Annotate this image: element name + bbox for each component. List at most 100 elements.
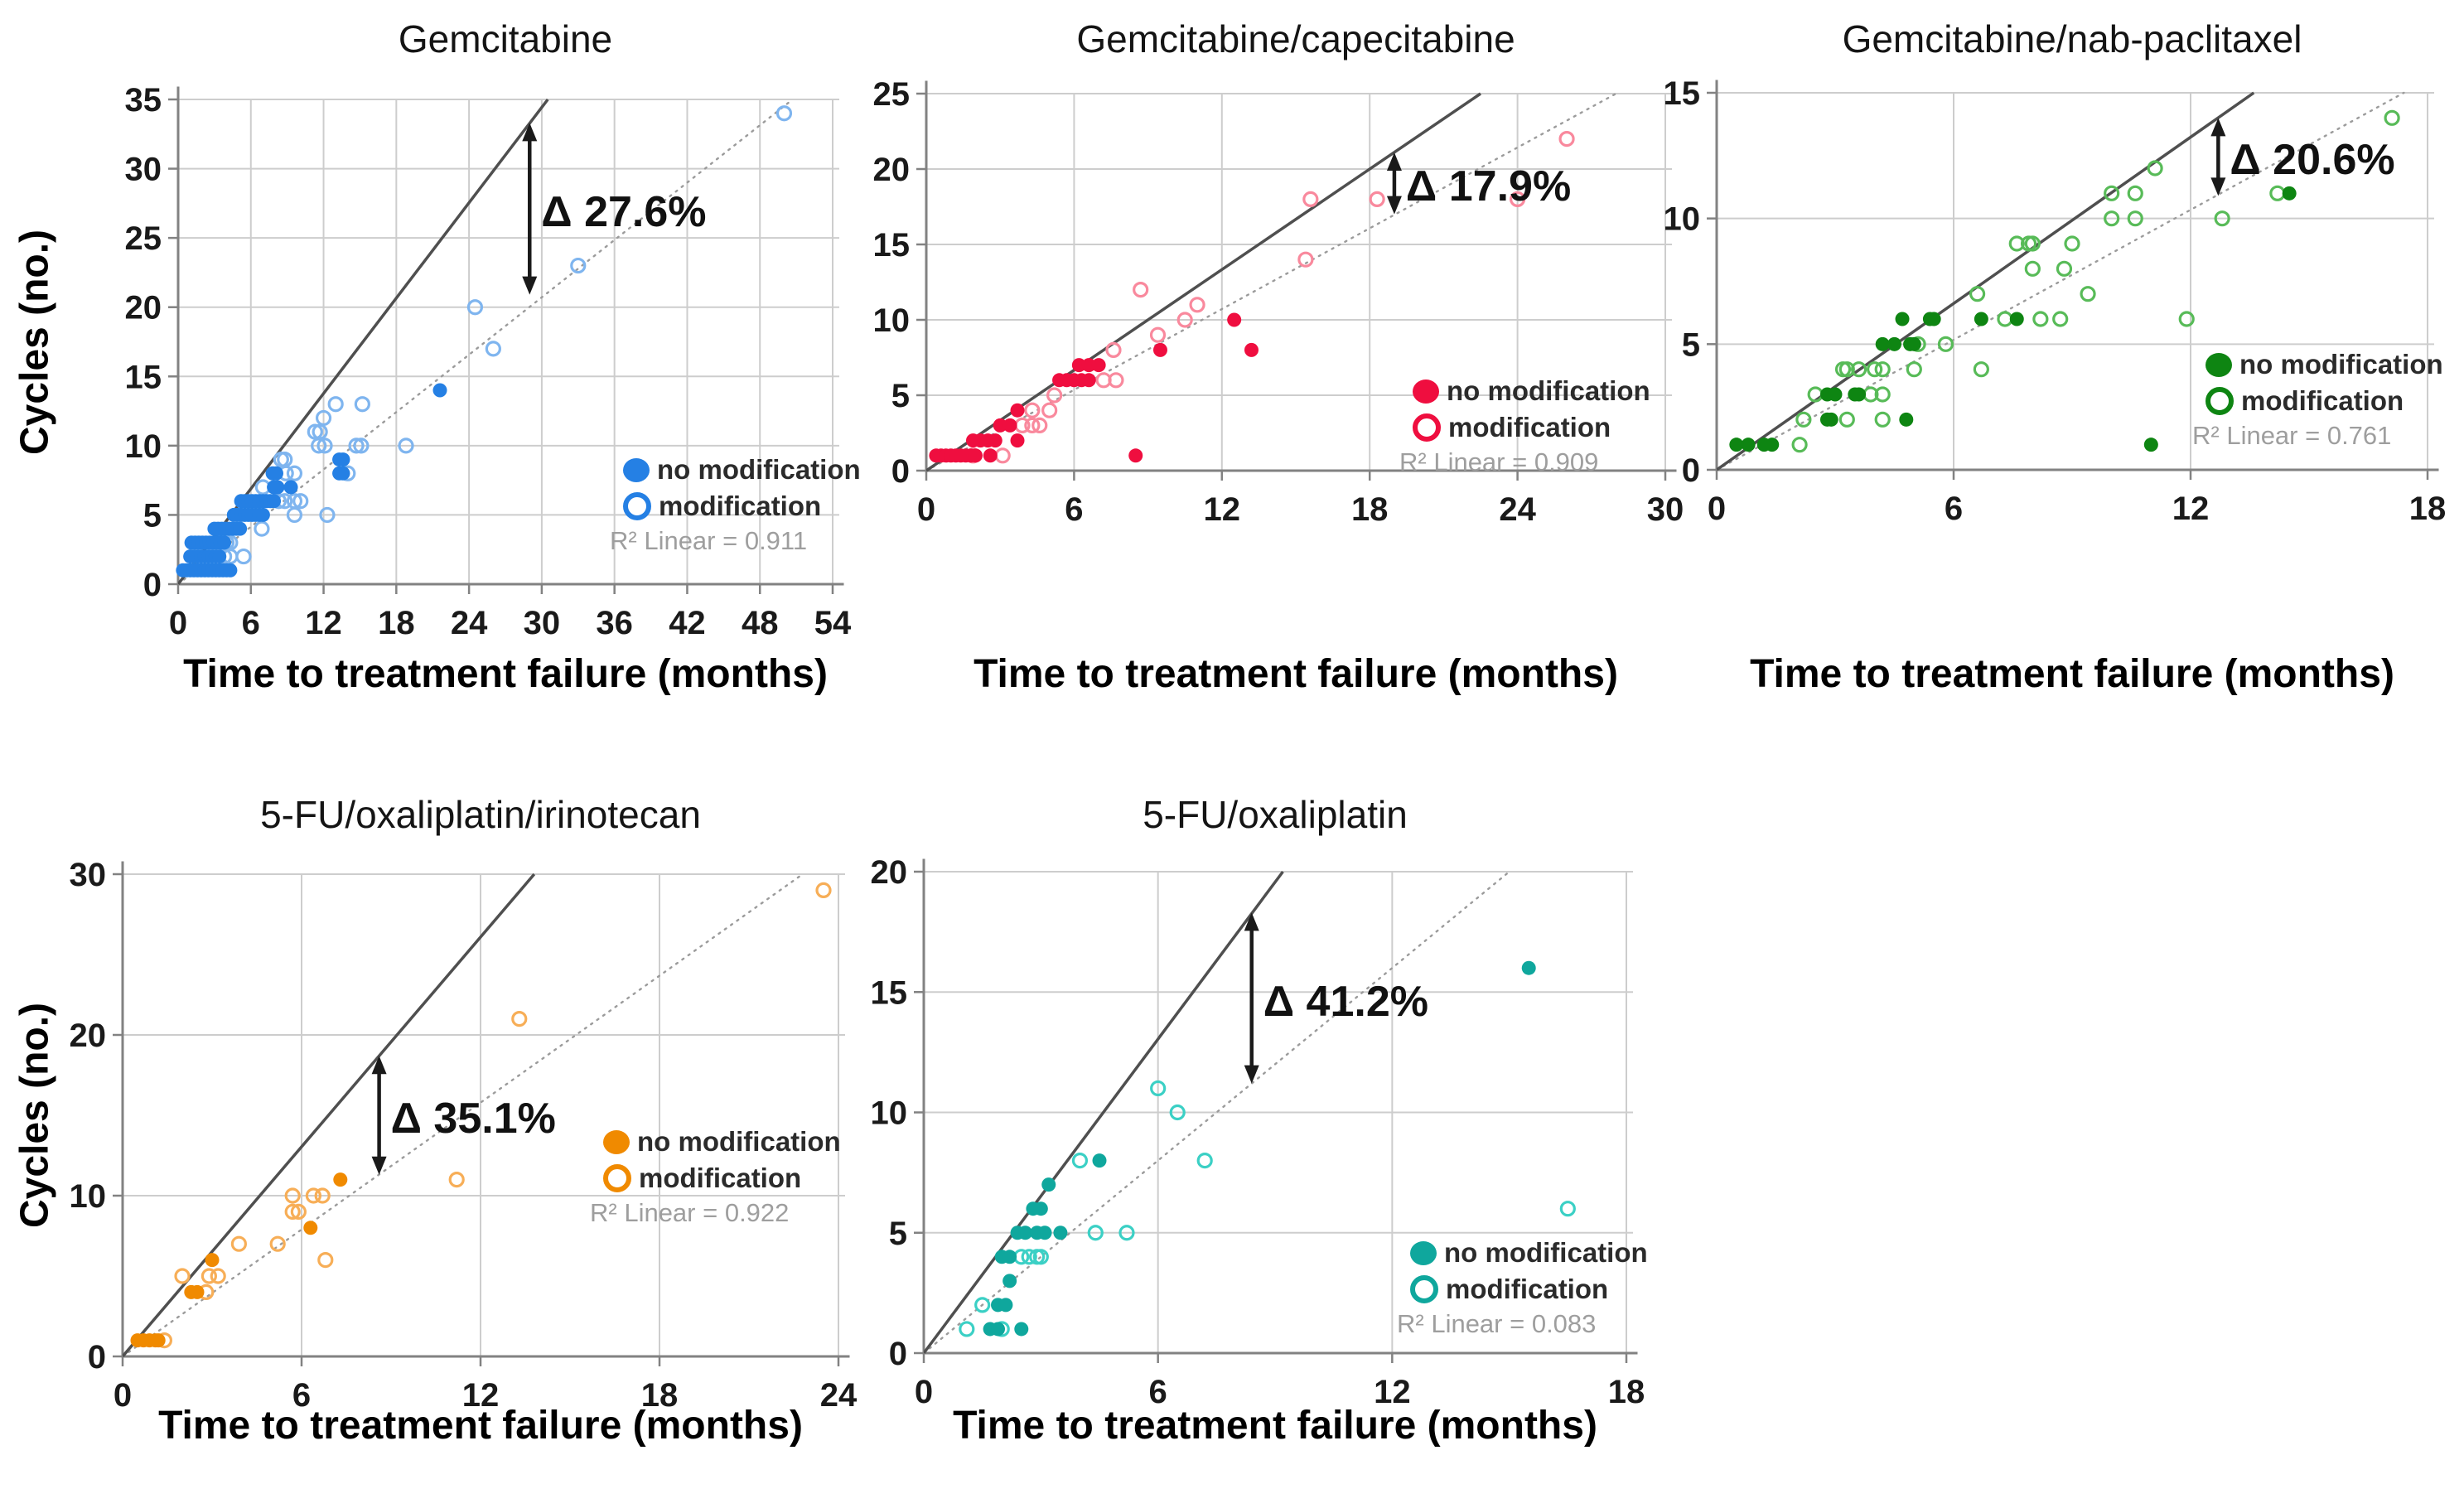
data-point-modification [312, 423, 328, 440]
chart-title-gemcitabine-nab-paclitaxel: Gemcitabine/nab-paclitaxel [1842, 17, 2302, 60]
data-point-no-modification [2282, 186, 2297, 201]
data-point-no-modification [1014, 1322, 1029, 1337]
panel-gemcitabine: 0 6 12 18 24 30 36 42 48 54 0 5 10 15 20 25 30 35 [125, 82, 852, 641]
data-point-no-modification [1091, 358, 1106, 373]
svg-text:20: 20 [70, 1018, 107, 1054]
data-point-modification [1105, 341, 1122, 358]
panel-gemcitabine-nab-paclitaxel: 0 6 12 18 0 5 10 15 [1664, 75, 2447, 527]
svg-text:10: 10 [70, 1178, 107, 1215]
data-point-modification [1189, 297, 1205, 313]
svg-text:0: 0 [1682, 452, 1700, 489]
data-point-modification [319, 506, 336, 524]
data-point-no-modification [233, 521, 248, 536]
legend-row-no-modification: no modification [623, 452, 861, 488]
r-squared-label: R² Linear = 0.761 [2192, 421, 2392, 450]
legend-row-no-modification: no modification [1413, 373, 1650, 409]
legend-row-modification: modification [2206, 383, 2443, 419]
filled-circle-marker-icon [1413, 379, 1439, 404]
data-point-modification [277, 451, 293, 468]
data-point-no-modification [1875, 336, 1890, 351]
data-point-modification [1302, 191, 1319, 207]
data-point-no-modification [1521, 960, 1536, 975]
data-point-modification [2104, 210, 2120, 227]
delta-arrow [1244, 912, 1259, 1084]
svg-text:24: 24 [451, 605, 488, 641]
data-point-modification [1041, 402, 1058, 418]
data-point-modification [1973, 361, 1989, 378]
data-point-modification [1558, 131, 1575, 147]
data-point-modification [1133, 282, 1149, 298]
data-point-modification [353, 438, 370, 454]
data-point-modification [307, 423, 323, 440]
svg-text:6: 6 [1149, 1374, 1167, 1410]
data-point-modification [354, 396, 370, 413]
data-point-modification [2024, 260, 2041, 277]
legend-row-modification: modification [623, 488, 861, 525]
data-point-modification [1169, 1104, 1186, 1121]
chart-title-5fu-oxaliplatin: 5-FU/oxaliplatin [1143, 793, 1408, 836]
data-point-modification [317, 1251, 334, 1269]
data-point-no-modification [303, 1221, 318, 1235]
svg-text:48: 48 [742, 605, 779, 641]
data-point-no-modification [968, 448, 983, 463]
data-point-no-modification [269, 466, 283, 481]
data-point-no-modification [432, 383, 447, 398]
data-point-no-modification [1053, 1226, 1068, 1240]
svg-text:6: 6 [292, 1377, 311, 1414]
data-point-no-modification [1003, 1250, 1017, 1264]
legend-open-label: modification [659, 491, 822, 521]
data-point-modification [1838, 361, 1855, 378]
data-point-no-modification [1227, 312, 1242, 327]
data-point-no-modification [336, 466, 350, 481]
delta-annotation: Δ 35.1% [390, 1095, 556, 1143]
svg-text:35: 35 [125, 82, 162, 118]
svg-text:20: 20 [873, 152, 911, 188]
data-point-modification [1969, 286, 1986, 302]
data-point-modification [2056, 260, 2073, 277]
data-point-modification [1795, 411, 1812, 428]
data-point-no-modification [1071, 358, 1086, 373]
data-point-modification [2104, 185, 2120, 201]
r-squared-label: R² Linear = 0.083 [1397, 1309, 1597, 1338]
open-circle-marker-icon [1413, 413, 1441, 442]
legend-row-no-modification: no modification [1410, 1235, 1648, 1271]
filled-circle-marker-icon [603, 1129, 630, 1154]
legend-open-label: modification [2241, 385, 2404, 416]
svg-text:6: 6 [1945, 491, 1963, 527]
data-point-no-modification [2143, 438, 2158, 452]
data-point-modification [286, 465, 303, 481]
svg-text:15: 15 [871, 974, 908, 1011]
data-point-modification [1997, 311, 2013, 327]
data-point-no-modification [1081, 358, 1096, 373]
legend-filled-label: no modification [637, 1126, 841, 1157]
data-point-modification [775, 105, 793, 122]
data-point-no-modification [267, 494, 282, 509]
svg-text:10: 10 [125, 428, 162, 465]
data-point-modification [1021, 1249, 1037, 1265]
data-point-no-modification [1906, 336, 1921, 351]
open-circle-marker-icon [603, 1164, 631, 1192]
data-point-no-modification [1092, 1153, 1107, 1168]
data-point-modification [305, 1187, 321, 1204]
svg-text:6: 6 [1065, 491, 1083, 528]
data-point-no-modification [255, 507, 270, 522]
svg-text:25: 25 [873, 76, 911, 113]
panel-5fu-oxaliplatin-irinotecan: 0 6 12 18 24 0 10 20 30 [70, 857, 858, 1414]
data-point-modification [1024, 417, 1041, 434]
svg-text:18: 18 [1351, 491, 1389, 528]
data-point-modification [1108, 372, 1124, 389]
svg-text:36: 36 [596, 605, 633, 641]
data-point-modification [994, 447, 1011, 464]
svg-text:15: 15 [873, 227, 911, 263]
data-point-modification [314, 1187, 331, 1204]
data-point-modification [2178, 311, 2195, 327]
data-point-no-modification [1152, 342, 1167, 357]
data-point-modification [2147, 160, 2163, 176]
data-point-no-modification [1828, 387, 1843, 402]
svg-text:5: 5 [891, 378, 910, 414]
svg-text:0: 0 [889, 1336, 907, 1372]
data-point-no-modification [1244, 342, 1259, 357]
delta-annotation: Δ 41.2% [1263, 977, 1428, 1026]
data-point-modification [210, 1268, 226, 1284]
legend-filled-label: no modification [1447, 375, 1650, 406]
